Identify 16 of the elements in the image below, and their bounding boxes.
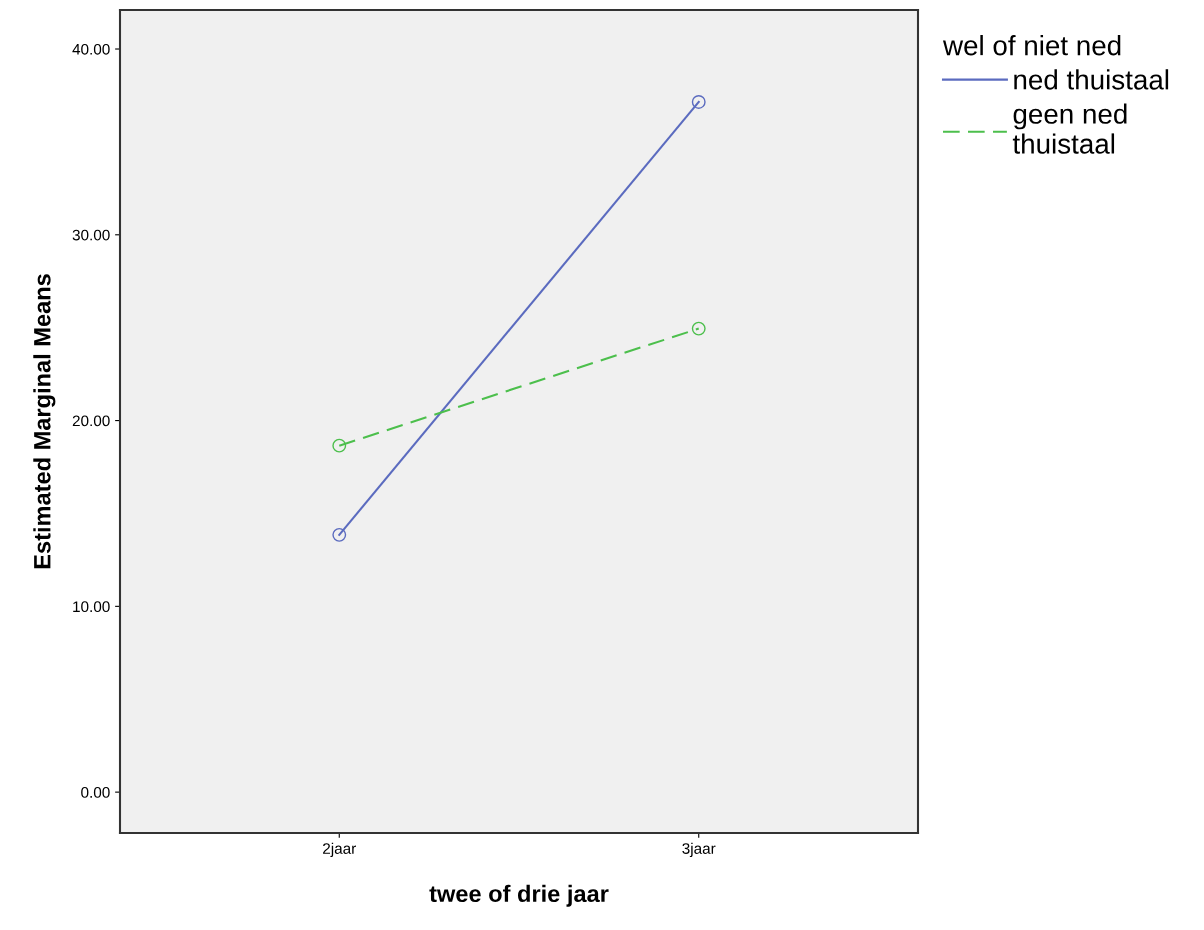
x-tick-label: 3jaar [682, 842, 716, 857]
y-tick-label: 30.00 [72, 229, 110, 241]
y-tick-label: 0.00 [81, 787, 110, 798]
legend-label: ned thuistaal [1014, 69, 1169, 90]
x-tick-label: 2jaar [323, 842, 356, 857]
y-axis-title: Estimated Marginal Means [33, 274, 56, 569]
x-axis-title: twee of drie jaar [429, 884, 609, 907]
y-tick-label: 10.00 [73, 601, 110, 613]
point [691, 95, 706, 109]
point [332, 438, 347, 453]
y-tick-label: 20.00 [72, 415, 110, 427]
legend-title: wel of niet ned [942, 35, 1121, 56]
legend-label: geen ned thuistaal [1012, 103, 1127, 154]
point [332, 527, 347, 542]
y-tick-label: 40.00 [72, 43, 110, 55]
point [691, 321, 706, 336]
